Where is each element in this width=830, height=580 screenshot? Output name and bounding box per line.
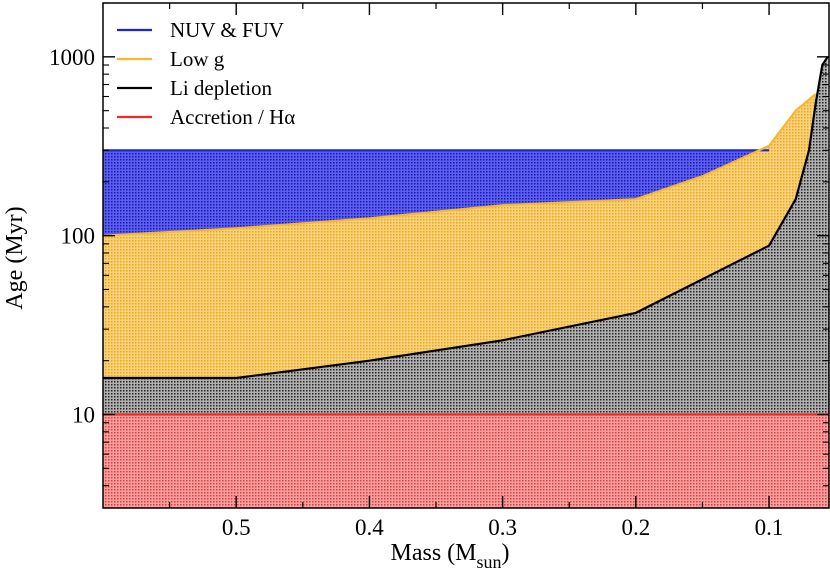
legend-label: NUV & FUV	[170, 18, 284, 42]
legend-item: Accretion / Hα	[117, 105, 295, 129]
area-accretion-h-	[103, 414, 829, 508]
area-low-g	[103, 94, 816, 378]
legend: NUV & FUV Low g Li depletion Accretion / Hα	[117, 18, 295, 129]
x-axis-title-close: )	[502, 540, 510, 566]
legend-item: NUV & FUV	[117, 18, 284, 42]
x-axis-title-sub: sun	[477, 552, 502, 572]
legend-label: Accretion / Hα	[170, 105, 295, 129]
x-tick-label: 0.2	[621, 515, 650, 540]
legend-item: Li depletion	[117, 76, 273, 100]
y-tick-label: 10	[72, 402, 95, 427]
area-li-depletion	[103, 56, 829, 415]
area-nuv-fuv	[103, 94, 816, 236]
boundary-line-li-depletion	[103, 56, 829, 380]
x-axis-title-main: Mass (M	[390, 540, 476, 566]
x-tick-label: 0.3	[488, 515, 517, 540]
y-axis-title: Age (Myr)	[2, 206, 28, 309]
tick-layer: 0.5 0.4 0.3 0.2 0.1 10 100 1000	[49, 2, 829, 540]
y-tick-label: 1000	[49, 45, 95, 70]
x-tick-label: 0.5	[222, 515, 251, 540]
y-tick-label: 100	[61, 224, 96, 249]
boundary-line-low-g	[102, 93, 817, 237]
x-tick-label: 0.1	[755, 515, 784, 540]
area-layer	[102, 56, 829, 508]
plot-frame	[102, 2, 830, 509]
x-axis-title: Mass (Msun)	[390, 540, 509, 572]
legend-label: Low g	[170, 47, 225, 71]
x-tick-label: 0.4	[355, 515, 384, 540]
legend-item: Low g	[117, 47, 225, 71]
legend-label: Li depletion	[170, 76, 273, 100]
